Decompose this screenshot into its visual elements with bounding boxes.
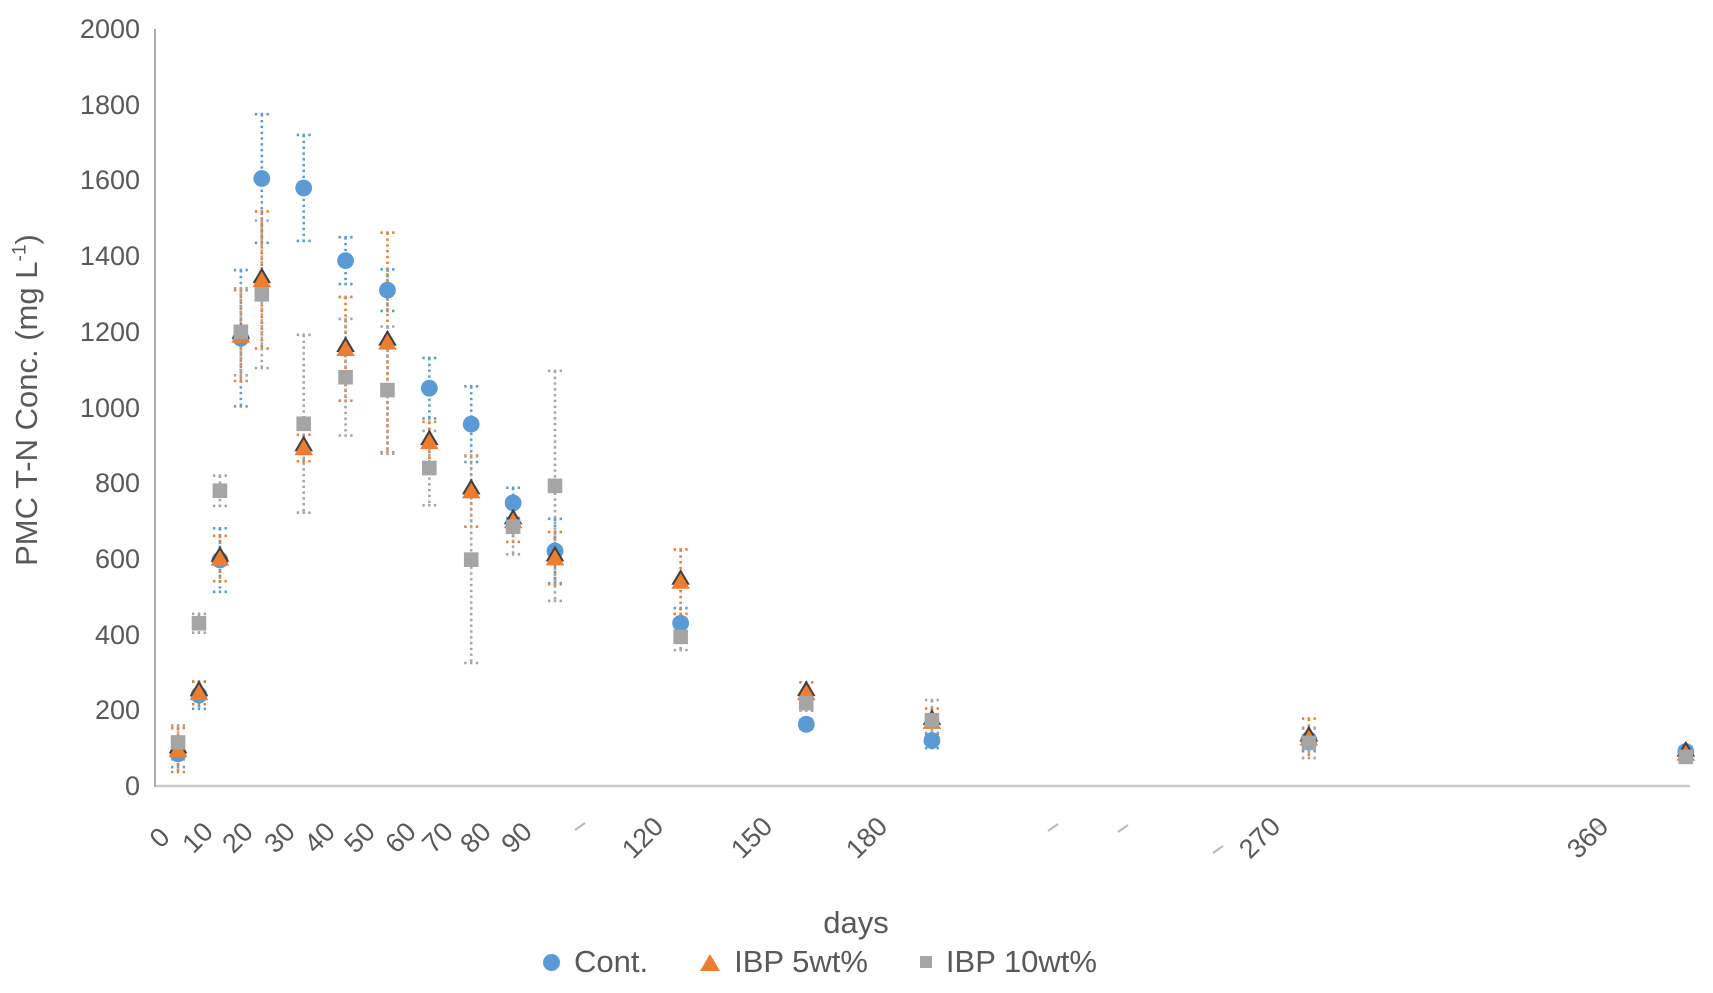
- marker-ibp10wt-day-90: [547, 478, 563, 494]
- legend-label-cont: Cont.: [573, 944, 649, 979]
- legend-item-cont: Cont.: [542, 944, 649, 980]
- marker-cont-day-60: [420, 379, 438, 397]
- errbar-cont-day-15: [233, 268, 248, 408]
- marker-ibp10wt-day-150: [798, 695, 814, 711]
- marker-cont-day-40: [337, 252, 354, 270]
- marker-ibp10wt-day-60: [422, 460, 437, 476]
- legend-triangle-icon: [700, 953, 721, 971]
- marker-ibp10wt-day-15: [233, 324, 249, 340]
- y-tick-label-1000: 1000: [79, 392, 140, 423]
- marker-ibp10wt-day-5: [191, 615, 207, 631]
- y-tick-label-2000: 2000: [79, 14, 140, 44]
- marker-ibp5wt-day-40: [336, 340, 355, 357]
- faint-tick-mark: [1117, 824, 1129, 833]
- marker-ibp10wt-day-50: [380, 382, 395, 398]
- y-tick-label-1800: 1800: [79, 89, 140, 120]
- errbar-ibp5wt-day-50: [380, 231, 395, 454]
- marker-ibp5wt-day-5: [189, 684, 209, 701]
- errbar-ibp5wt-day-120: [673, 548, 688, 616]
- marker-ibp10wt-day-270: [1301, 735, 1317, 751]
- y-tick-label-800: 800: [94, 468, 140, 499]
- marker-ibp5wt-day-60: [420, 433, 439, 450]
- marker-ibp5wt-day-10: [210, 549, 230, 566]
- marker-ibp10wt-day-70: [463, 552, 479, 567]
- y-tick-label-400: 400: [94, 619, 140, 650]
- y-tick-label-1400: 1400: [79, 241, 140, 272]
- marker-ibp10wt-day-0: [170, 735, 186, 750]
- legend-item-ibp5: IBP 5wt%: [700, 944, 868, 980]
- marker-ibp10wt-day-120: [673, 629, 688, 645]
- errbar-ibp10wt-day-70: [464, 455, 479, 665]
- marker-cont-day-20: [253, 170, 271, 187]
- errbar-ibp10wt-day-10: [212, 474, 227, 508]
- marker-cont-day-80: [504, 494, 522, 512]
- marker-ibp10wt-day-10: [212, 483, 228, 499]
- marker-cont-day-150: [797, 715, 815, 733]
- faint-tick-mark: [1592, 822, 1604, 831]
- errbar-ibp10wt-day-5: [191, 612, 206, 635]
- legend-circle-icon: [542, 953, 560, 971]
- faint-tick-mark: [574, 822, 586, 831]
- legend-label-ibp5: IBP 5wt%: [734, 944, 868, 979]
- x-axis-title: days: [823, 905, 889, 940]
- marker-cont-day-180: [923, 732, 941, 749]
- errbar-ibp10wt-day-20: [254, 219, 269, 370]
- errbar-ibp10wt-day-15: [233, 286, 248, 377]
- y-tick-label-1600: 1600: [79, 165, 140, 196]
- marker-ibp10wt-day-20: [254, 287, 270, 302]
- marker-ibp5wt-day-20: [252, 271, 272, 288]
- legend-square-icon: [919, 956, 932, 968]
- marker-ibp5wt-day-90: [545, 549, 565, 566]
- errbar-ibp10wt-day-50: [380, 325, 395, 455]
- legend-item-ibp10: IBP 10wt%: [919, 944, 1097, 980]
- marker-ibp10wt-day-80: [505, 519, 521, 535]
- legend-label-ibp10: IBP 10wt%: [945, 944, 1097, 979]
- errbar-ibp5wt-day-90: [547, 530, 562, 586]
- marker-cont-day-30: [295, 179, 313, 197]
- marker-ibp10wt-day-180: [924, 712, 940, 728]
- marker-ibp10wt-day-360: [1678, 749, 1694, 765]
- faint-tick-mark: [1212, 845, 1224, 854]
- y-tick-label-600: 600: [94, 543, 140, 574]
- y-tick-label-0: 0: [124, 771, 140, 801]
- marker-ibp5wt-day-70: [461, 482, 481, 499]
- legend: Cont. IBP 5wt% IBP 10wt%: [0, 944, 1640, 980]
- marker-cont-day-70: [462, 415, 480, 433]
- marker-cont-day-120: [672, 614, 690, 632]
- marker-ibp10wt-day-30: [296, 416, 311, 432]
- marker-cont-day-50: [379, 281, 396, 299]
- marker-ibp5wt-day-30: [294, 439, 313, 456]
- faint-tick-mark: [1047, 823, 1059, 832]
- y-tick-label-1200: 1200: [79, 316, 140, 347]
- marker-ibp10wt-day-40: [338, 369, 353, 385]
- marker-ibp5wt-day-50: [378, 333, 397, 350]
- marker-ibp5wt-day-120: [671, 573, 690, 589]
- errbar-ibp5wt-day-10: [212, 534, 227, 583]
- y-tick-label-200: 200: [94, 695, 140, 726]
